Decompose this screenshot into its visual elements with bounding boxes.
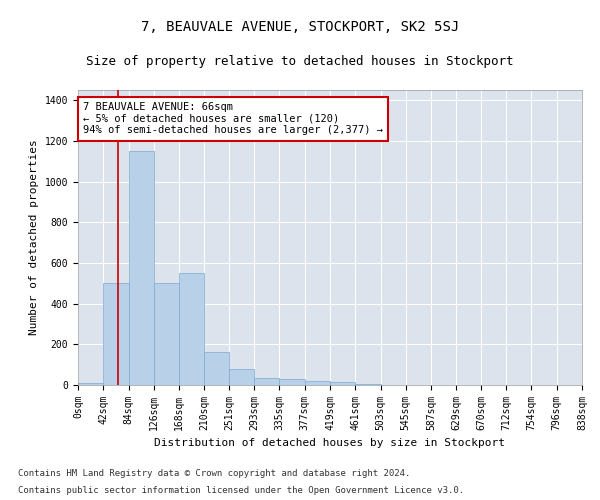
Bar xyxy=(305,381,330,385)
Bar xyxy=(229,368,254,385)
Text: Size of property relative to detached houses in Stockport: Size of property relative to detached ho… xyxy=(86,55,514,68)
Y-axis label: Number of detached properties: Number of detached properties xyxy=(29,140,39,336)
Bar xyxy=(154,284,179,385)
Text: Contains public sector information licensed under the Open Government Licence v3: Contains public sector information licen… xyxy=(18,486,464,495)
X-axis label: Distribution of detached houses by size in Stockport: Distribution of detached houses by size … xyxy=(155,438,505,448)
Text: Contains HM Land Registry data © Crown copyright and database right 2024.: Contains HM Land Registry data © Crown c… xyxy=(18,468,410,477)
Bar xyxy=(205,352,229,385)
Bar xyxy=(254,378,280,385)
Bar xyxy=(330,382,355,385)
Bar xyxy=(355,384,380,385)
Bar xyxy=(280,379,305,385)
Bar xyxy=(103,284,128,385)
Bar xyxy=(128,151,154,385)
Text: 7 BEAUVALE AVENUE: 66sqm
← 5% of detached houses are smaller (120)
94% of semi-d: 7 BEAUVALE AVENUE: 66sqm ← 5% of detache… xyxy=(83,102,383,136)
Bar xyxy=(78,383,103,385)
Text: 7, BEAUVALE AVENUE, STOCKPORT, SK2 5SJ: 7, BEAUVALE AVENUE, STOCKPORT, SK2 5SJ xyxy=(141,20,459,34)
Bar xyxy=(179,273,205,385)
